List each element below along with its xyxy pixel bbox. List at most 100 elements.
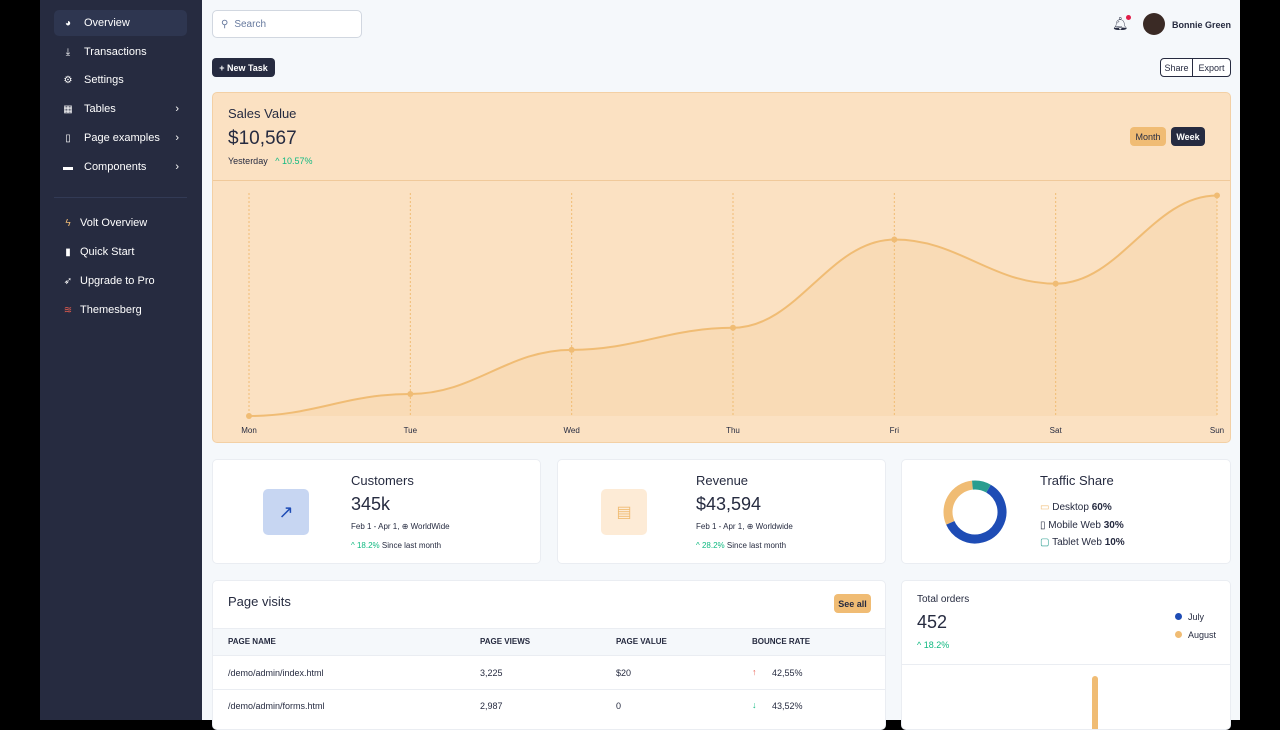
legend-august: August	[1175, 626, 1216, 644]
sidebar-link-themesberg[interactable]: ≋ Themesberg	[54, 297, 187, 323]
customers-card: ↗ Customers 345k Feb 1 - Apr 1, ⊕ WorldW…	[212, 459, 541, 564]
sidebar-item-page-examples[interactable]: ▯ Page examples ›	[54, 125, 187, 151]
share-button[interactable]: Share	[1161, 59, 1193, 76]
chart-up-icon: ↗	[263, 489, 309, 535]
x-tick-label: Tue	[404, 426, 418, 435]
mobile-icon: ▯	[1040, 519, 1046, 531]
nav-label: Overview	[84, 17, 130, 29]
see-all-button[interactable]: See all	[834, 594, 871, 613]
x-tick-label: Mon	[241, 426, 257, 435]
nav-label: Themesberg	[80, 304, 142, 316]
themesberg-logo-icon: ≋	[63, 304, 73, 316]
chevron-right-icon: ›	[175, 132, 179, 144]
orders-title: Total orders	[917, 594, 970, 605]
chevron-right-icon: ›	[175, 103, 179, 115]
tablet-icon: ▢	[1040, 537, 1050, 548]
data-point	[1052, 280, 1059, 287]
cell: $20	[616, 668, 632, 678]
traffic-pct: 60%	[1091, 502, 1112, 513]
search-input[interactable]: ⚲ Search	[212, 10, 362, 38]
cell: /demo/admin/forms.html	[228, 701, 325, 711]
data-point	[568, 346, 575, 353]
customers-since: Since last month	[381, 541, 442, 550]
bell-icon[interactable]: 🔔︎	[1112, 15, 1131, 31]
cell: 0	[616, 701, 622, 711]
cell: 42,55%	[772, 668, 803, 678]
orders-bar	[1092, 676, 1098, 729]
cell: /demo/admin/index.html	[228, 668, 324, 678]
x-tick-label: Thu	[726, 426, 740, 435]
desktop-icon: ▭	[1040, 502, 1050, 513]
document-icon: ▯	[65, 132, 71, 144]
sidebar-link-volt-overview[interactable]: ϟ Volt Overview	[54, 210, 187, 236]
chevron-right-icon: ›	[175, 161, 179, 173]
avatar[interactable]	[1143, 13, 1165, 35]
col-header: PAGE NAME	[228, 637, 276, 646]
sidebar-item-transactions[interactable]: ⤓ Transactions	[54, 39, 187, 65]
legend-label: July	[1188, 612, 1205, 622]
hand-coin-icon: ⤓	[65, 46, 71, 58]
data-point	[246, 413, 252, 419]
new-task-button[interactable]: + New Task	[212, 58, 275, 77]
x-tick-label: Sun	[1210, 426, 1224, 435]
traffic-pct: 10%	[1104, 537, 1125, 548]
x-tick-label: Wed	[564, 426, 580, 435]
cash-register-icon: ▤	[601, 489, 647, 535]
search-placeholder: Search	[234, 18, 267, 30]
revenue-value: $43,594	[696, 494, 762, 514]
traffic-donut-chart	[943, 480, 1007, 544]
cell: 2,987	[480, 701, 503, 711]
area-fill	[249, 195, 1217, 416]
traffic-tablet: ▢ Tablet Web 10%	[1040, 534, 1125, 552]
col-header: BOUNCE RATE	[752, 637, 811, 646]
table-icon: ▦	[63, 103, 73, 115]
sidebar-item-settings[interactable]: ⚙ Settings	[54, 67, 187, 93]
sales-title: Sales Value	[228, 106, 297, 121]
table-row: /demo/admin/index.html 3,225 $20 ↑ 42,55…	[213, 656, 885, 690]
customers-change: ^ 18.2%	[351, 541, 380, 550]
bolt-icon: ϟ	[65, 217, 71, 229]
nav-label: Tables	[84, 103, 116, 115]
sidebar-divider	[54, 197, 187, 198]
table-row: /demo/admin/forms.html 2,987 0 ↓ 43,52%	[213, 690, 885, 724]
book-icon: ▮	[65, 246, 71, 258]
sidebar-link-upgrade[interactable]: ➶ Upgrade to Pro	[54, 268, 187, 294]
page-visits-card: Page visits See all PAGE NAME PAGE VIEWS…	[212, 580, 886, 730]
week-button[interactable]: Week	[1171, 127, 1205, 146]
col-header: PAGE VIEWS	[480, 637, 531, 646]
rocket-icon: ➶	[63, 275, 73, 287]
cell: 3,225	[480, 668, 503, 678]
data-point	[407, 390, 414, 397]
revenue-since: Since last month	[726, 541, 787, 550]
traffic-label: Tablet Web	[1052, 537, 1102, 548]
sidebar-link-quick-start[interactable]: ▮ Quick Start	[54, 239, 187, 265]
sales-period: Yesterday	[228, 156, 268, 166]
customers-range: Feb 1 - Apr 1, ⊕ WorldWide	[351, 522, 450, 531]
sales-change: ^ 10.57%	[275, 156, 313, 166]
export-button[interactable]: Export	[1198, 62, 1225, 73]
traffic-mobile: ▯ Mobile Web 30%	[1040, 517, 1125, 535]
sidebar-item-overview[interactable]: ◕ Overview	[54, 10, 187, 36]
col-header: PAGE VALUE	[616, 637, 667, 646]
user-name[interactable]: Bonnie Green	[1172, 20, 1232, 30]
donut-slice	[943, 480, 1007, 544]
orders-value: 452	[917, 612, 948, 632]
sidebar-item-tables[interactable]: ▦ Tables ›	[54, 96, 187, 122]
legend-label: August	[1188, 630, 1217, 640]
nav-label: Page examples	[84, 132, 160, 144]
share-export-group: Share Export	[1160, 58, 1231, 77]
total-orders-card: Total orders 452 ^ 18.2% July August	[901, 580, 1231, 730]
cell: 43,52%	[772, 701, 803, 711]
donut-slice	[943, 480, 1007, 544]
legend-july: July	[1175, 608, 1216, 626]
traffic-label: Mobile Web	[1048, 519, 1101, 531]
revenue-card: ▤ Revenue $43,594 Feb 1 - Apr 1, ⊕ World…	[557, 459, 886, 564]
sales-card: Sales Value $10,567 Yesterday ^ 10.57% M…	[212, 92, 1231, 443]
sales-line-chart: Mon Tue Wed Thu Fri Sat Sun	[241, 192, 1224, 435]
month-button[interactable]: Month	[1130, 127, 1166, 146]
sidebar-item-components[interactable]: ▬ Components ›	[54, 154, 187, 180]
sidebar: ◕ Overview ⤓ Transactions ⚙ Settings ▦ Table…	[40, 0, 202, 720]
traffic-pct: 30%	[1103, 519, 1124, 531]
nav-label: Quick Start	[80, 246, 135, 258]
x-tick-label: Fri	[890, 426, 900, 435]
